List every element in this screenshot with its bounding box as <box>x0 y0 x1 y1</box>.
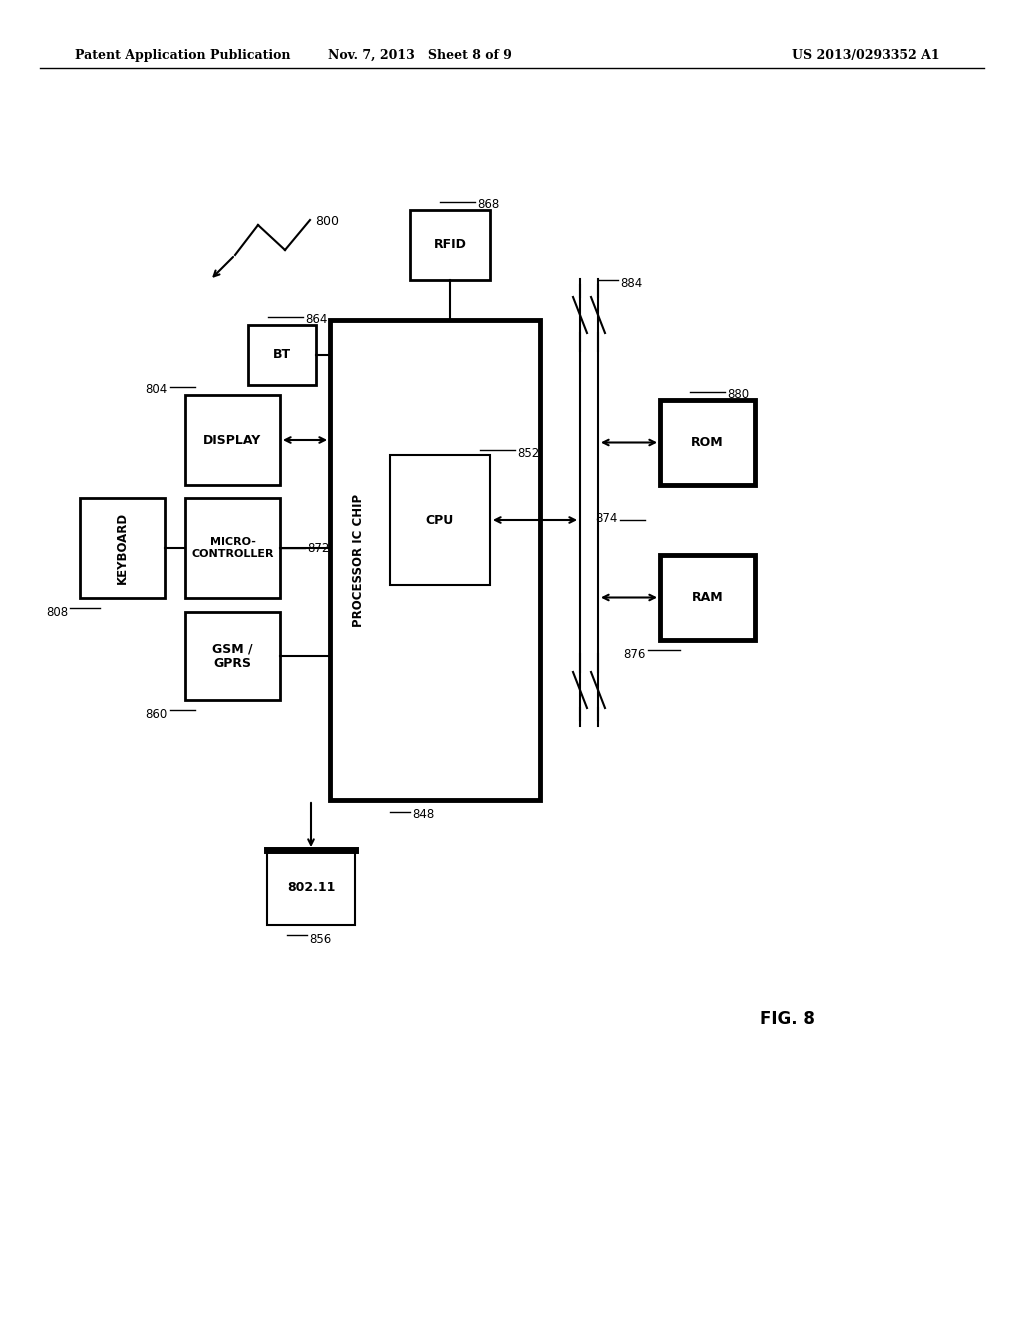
Text: US 2013/0293352 A1: US 2013/0293352 A1 <box>793 49 940 62</box>
Bar <box>185 612 280 700</box>
Text: 808: 808 <box>46 606 68 619</box>
Text: 884: 884 <box>620 277 642 290</box>
Text: BT: BT <box>273 348 291 362</box>
Bar <box>660 554 755 640</box>
Bar <box>330 319 540 800</box>
Text: 804: 804 <box>145 383 168 396</box>
Text: PROCESSOR IC CHIP: PROCESSOR IC CHIP <box>351 494 365 627</box>
Text: 876: 876 <box>624 648 646 661</box>
Bar <box>80 498 165 598</box>
Bar <box>410 210 490 280</box>
Text: GSM /
GPRS: GSM / GPRS <box>212 642 253 671</box>
Text: 800: 800 <box>315 215 339 228</box>
Text: 848: 848 <box>412 808 434 821</box>
Bar <box>185 498 280 598</box>
Text: 874: 874 <box>596 511 618 524</box>
Bar <box>660 400 755 484</box>
Text: 856: 856 <box>309 933 331 946</box>
Text: Patent Application Publication: Patent Application Publication <box>75 49 291 62</box>
Text: DISPLAY: DISPLAY <box>204 433 261 446</box>
Text: RAM: RAM <box>691 591 723 605</box>
Text: 852: 852 <box>517 447 540 459</box>
Text: KEYBOARD: KEYBOARD <box>116 512 129 583</box>
Bar <box>248 325 316 385</box>
Bar <box>267 850 355 925</box>
Text: 872: 872 <box>307 541 330 554</box>
Text: 868: 868 <box>477 198 500 211</box>
Text: ROM: ROM <box>691 436 724 449</box>
Text: 802.11: 802.11 <box>287 880 335 894</box>
Text: 864: 864 <box>305 313 328 326</box>
Text: CPU: CPU <box>426 513 454 527</box>
Bar <box>185 395 280 484</box>
Bar <box>390 455 490 585</box>
Text: Nov. 7, 2013   Sheet 8 of 9: Nov. 7, 2013 Sheet 8 of 9 <box>328 49 512 62</box>
Text: 880: 880 <box>727 388 750 401</box>
Text: MICRO-
CONTROLLER: MICRO- CONTROLLER <box>191 537 273 558</box>
Text: RFID: RFID <box>433 239 467 252</box>
Text: FIG. 8: FIG. 8 <box>760 1010 815 1028</box>
Text: 860: 860 <box>145 708 168 721</box>
